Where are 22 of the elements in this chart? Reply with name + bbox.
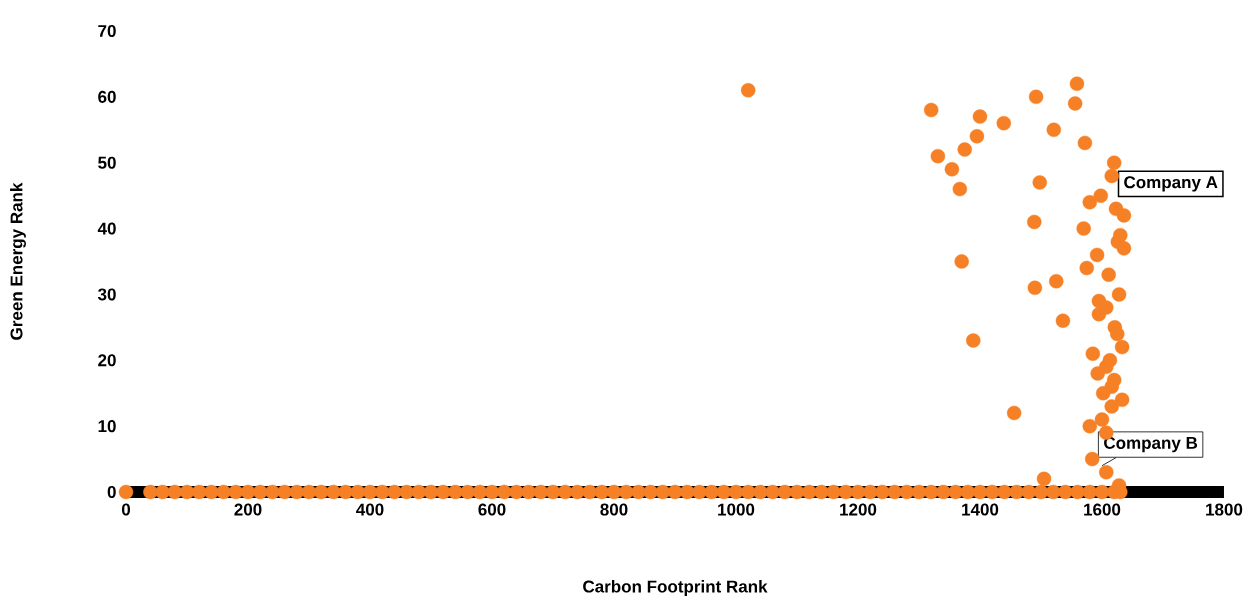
- x-tick-label: 0: [121, 503, 131, 516]
- x-tick-label: 400: [356, 503, 384, 516]
- x-tick-label: 1600: [1084, 503, 1121, 516]
- x-axis-title: Carbon Footprint Rank: [583, 580, 768, 596]
- x-tick-label: 1800: [1206, 503, 1243, 516]
- x-tick-label: 200: [234, 503, 262, 516]
- x-tick-label: 1200: [840, 503, 877, 516]
- x-tick-label: 800: [600, 503, 628, 516]
- y-tick-label: 60: [98, 90, 116, 103]
- x-tick-label: 1000: [718, 503, 755, 516]
- y-axis-title: Green Energy Rank: [10, 182, 26, 340]
- y-tick-label: 20: [98, 354, 116, 367]
- y-tick-label: 0: [107, 485, 116, 499]
- x-tick-label: 1400: [962, 503, 999, 516]
- y-tick-label: 10: [98, 420, 116, 433]
- y-tick-label: 30: [97, 288, 116, 301]
- y-tick-label: 50: [98, 156, 116, 169]
- y-tick-label: 70: [98, 24, 116, 38]
- annotation: Company B: [1104, 436, 1198, 453]
- x-tick-label: 600: [478, 503, 506, 516]
- annotation: Company A: [1124, 176, 1218, 192]
- y-tick-label: 40: [97, 222, 116, 235]
